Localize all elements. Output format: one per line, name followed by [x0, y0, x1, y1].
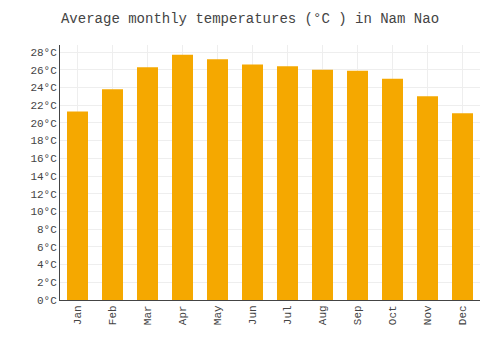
svg-text:Dec: Dec [457, 305, 469, 325]
svg-text:Sep: Sep [352, 305, 364, 325]
svg-text:Jan: Jan [72, 305, 84, 325]
svg-text:16°C: 16°C [30, 153, 57, 165]
svg-text:28°C: 28°C [30, 47, 57, 59]
svg-text:10°C: 10°C [30, 206, 57, 218]
svg-text:18°C: 18°C [30, 135, 57, 147]
svg-text:Nov: Nov [422, 305, 434, 325]
svg-text:Mar: Mar [142, 305, 154, 325]
svg-text:Average monthly temperatures (: Average monthly temperatures (°C ) in Na… [61, 11, 439, 27]
svg-text:4°C: 4°C [37, 259, 57, 271]
svg-text:0°C: 0°C [37, 295, 57, 307]
svg-text:26°C: 26°C [30, 65, 57, 77]
svg-text:20°C: 20°C [30, 118, 57, 130]
svg-text:22°C: 22°C [30, 100, 57, 112]
svg-text:24°C: 24°C [30, 82, 57, 94]
svg-text:Feb: Feb [107, 305, 119, 325]
svg-text:2°C: 2°C [37, 277, 57, 289]
svg-text:Apr: Apr [177, 305, 189, 325]
svg-text:Oct: Oct [387, 305, 399, 325]
svg-text:Aug: Aug [317, 305, 329, 325]
svg-text:May: May [212, 305, 224, 325]
svg-text:Jul: Jul [282, 305, 294, 325]
svg-text:12°C: 12°C [30, 189, 57, 201]
svg-text:8°C: 8°C [37, 224, 57, 236]
svg-text:6°C: 6°C [37, 242, 57, 254]
svg-text:14°C: 14°C [30, 171, 57, 183]
svg-text:Jun: Jun [247, 305, 259, 325]
